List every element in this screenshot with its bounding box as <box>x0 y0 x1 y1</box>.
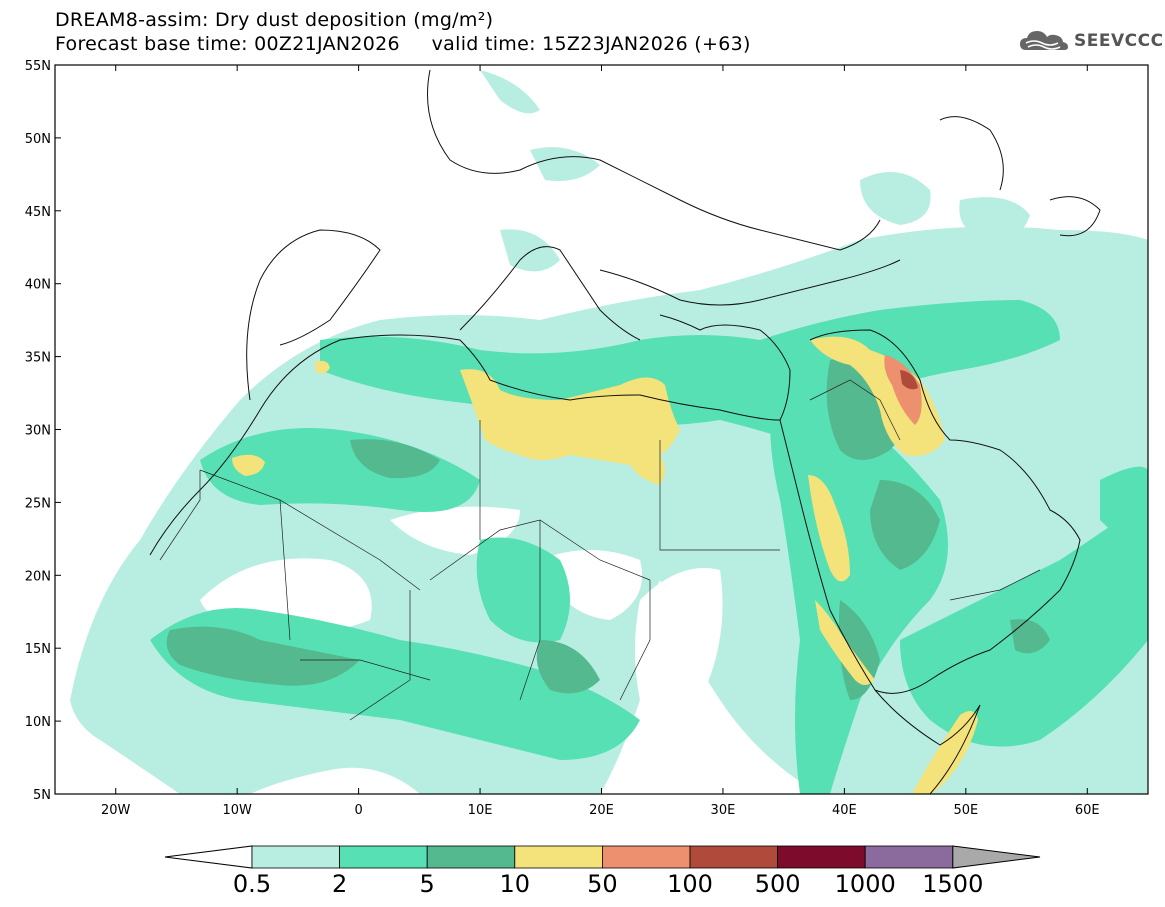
coastlines <box>149 69 1101 794</box>
lon-label: 50E <box>953 803 978 818</box>
deposition-level-100 <box>900 370 918 390</box>
lon-label: 10W <box>222 803 252 818</box>
colorbar-label: 2 <box>331 870 348 898</box>
seevccc-logo: SEEVCCC <box>1018 28 1164 54</box>
lat-label: 10N <box>25 715 51 730</box>
colorbar-segment <box>251 845 340 869</box>
map-area <box>55 65 1148 794</box>
longitude-axis: 20W 10W 0 10E 20E 30E 40E 50E 60E <box>101 65 1100 818</box>
colorbar-segment <box>689 845 778 869</box>
deposition-level-50 <box>884 355 922 425</box>
deposition-level-5 <box>166 357 1050 700</box>
lon-label: 30E <box>711 803 736 818</box>
colorbar <box>164 845 1041 869</box>
lat-label: 5N <box>33 788 51 803</box>
lat-label: 35N <box>25 351 51 366</box>
lat-label: 50N <box>25 132 51 147</box>
colorbar-label: 1500 <box>922 870 984 898</box>
colorbar-label: 5 <box>419 870 435 898</box>
colorbar-label: 500 <box>754 870 801 898</box>
colorbar-segment <box>514 845 603 869</box>
lon-label: 40E <box>832 803 857 818</box>
lon-label: 20E <box>589 803 614 818</box>
colorbar-low-arrow <box>164 845 253 869</box>
lat-label: 40N <box>25 278 51 293</box>
latitude-axis: 55N 50N 45N 40N 35N 30N 25N 20N 15N 10N 5N <box>25 59 61 803</box>
lat-label: 25N <box>25 496 51 511</box>
colorbar-segment <box>426 845 516 869</box>
colorbar-label: 1000 <box>834 870 896 898</box>
colorbar-segment <box>602 845 691 869</box>
lat-label: 30N <box>25 424 51 439</box>
colorbar-segment <box>864 845 954 869</box>
colorbar-label: 50 <box>587 870 618 898</box>
deposition-level-10 <box>232 336 978 794</box>
lon-label: 60E <box>1075 803 1100 818</box>
lon-label: 20W <box>101 803 131 818</box>
cloud-icon <box>1020 31 1068 50</box>
country-borders <box>159 379 1041 721</box>
colorbar-label: 100 <box>667 870 713 898</box>
logo-text: SEEVCCC <box>1074 31 1164 51</box>
map-title: DREAM8-assim: Dry dust deposition (mg/m²… <box>55 9 494 31</box>
lat-label: 20N <box>25 569 51 584</box>
lon-label: 10E <box>468 803 493 818</box>
forecast-times: Forecast base time: 00Z21JAN2026 valid t… <box>55 33 751 55</box>
lon-label: 0 <box>354 803 362 818</box>
lat-label: 15N <box>25 642 51 657</box>
colorbar-segment <box>339 845 428 869</box>
lat-label: 45N <box>25 205 51 220</box>
colorbar-label: 10 <box>499 870 531 898</box>
lat-label: 55N <box>25 59 51 74</box>
colorbar-high-arrow <box>952 845 1041 869</box>
colorbar-label: 0.5 <box>232 870 272 898</box>
colorbar-segment <box>777 845 866 869</box>
